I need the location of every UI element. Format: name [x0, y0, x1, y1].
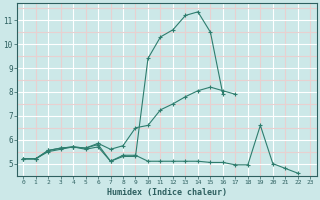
X-axis label: Humidex (Indice chaleur): Humidex (Indice chaleur): [107, 188, 227, 197]
